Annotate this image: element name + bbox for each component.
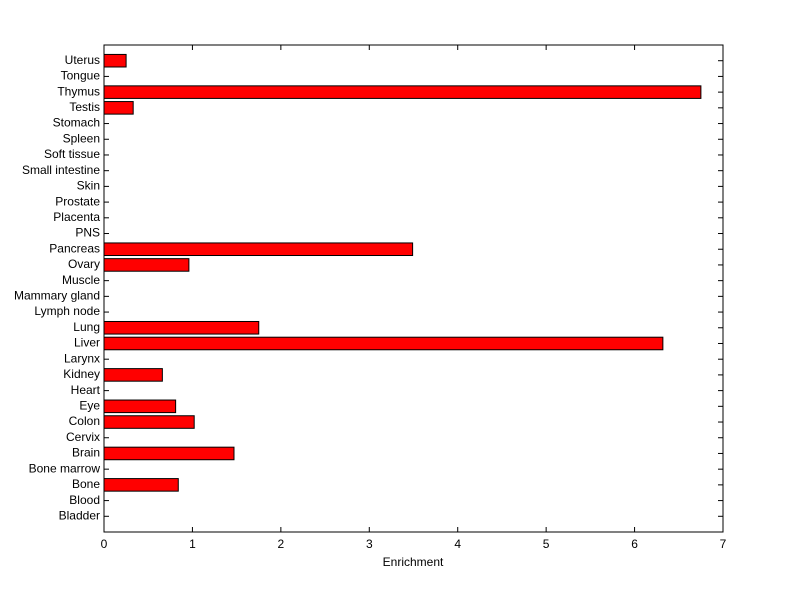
y-tick-label: Heart [71, 383, 101, 397]
bar [103, 242, 414, 257]
bar [103, 399, 177, 414]
x-tick-label: 2 [278, 537, 285, 551]
y-tick-label: Ovary [68, 257, 100, 271]
x-tick-label: 3 [366, 537, 373, 551]
bar [103, 415, 195, 429]
y-tick-label: Larynx [64, 351, 100, 365]
y-tick-label: Muscle [62, 273, 100, 287]
y-tick-label: Testis [69, 100, 100, 114]
y-tick-label: Blood [69, 493, 100, 507]
bar [103, 258, 190, 272]
bar [103, 320, 260, 335]
x-tick-label: 6 [631, 537, 638, 551]
y-tick-label: Lymph node [34, 304, 100, 318]
bar [103, 446, 235, 461]
y-tick-label: Brain [72, 446, 100, 460]
y-tick-label: Pancreas [49, 241, 100, 255]
y-tick-label: Spleen [63, 131, 100, 145]
bar [103, 85, 702, 99]
y-tick-label: Mammary gland [14, 289, 100, 303]
y-tick-label: Liver [74, 336, 100, 350]
x-tick-label: 5 [543, 537, 550, 551]
y-tick-label: Colon [69, 414, 100, 428]
bar [103, 478, 179, 492]
y-tick-label: Kidney [63, 367, 100, 381]
y-tick-label: Lung [73, 320, 100, 334]
y-tick-label: Placenta [53, 210, 100, 224]
y-tick-label: Eye [79, 398, 100, 412]
x-tick-label: 0 [101, 537, 108, 551]
y-tick-label: Small intestine [22, 163, 100, 177]
x-tick-label: 1 [189, 537, 196, 551]
y-tick-label: Bladder [59, 508, 100, 522]
bar [103, 368, 163, 382]
y-tick-label: Uterus [65, 53, 100, 67]
y-tick-label: Stomach [53, 116, 100, 130]
y-tick-label: Tongue [61, 69, 101, 83]
y-tick-label: Thymus [57, 84, 100, 98]
bar [103, 336, 664, 351]
bar [103, 53, 127, 68]
x-tick-label: 4 [454, 537, 461, 551]
y-tick-label: Bone [72, 477, 100, 491]
bar [103, 101, 134, 115]
y-tick-label: PNS [75, 226, 100, 240]
x-axis-label: Enrichment [383, 555, 444, 569]
y-tick-label: Skin [77, 179, 100, 193]
y-tick-label: Bone marrow [29, 461, 101, 475]
plot-frame [103, 44, 724, 533]
y-tick-label: Cervix [66, 430, 100, 444]
y-tick-label: Prostate [55, 194, 100, 208]
x-tick-label: 7 [720, 537, 727, 551]
y-tick-label: Soft tissue [44, 147, 100, 161]
